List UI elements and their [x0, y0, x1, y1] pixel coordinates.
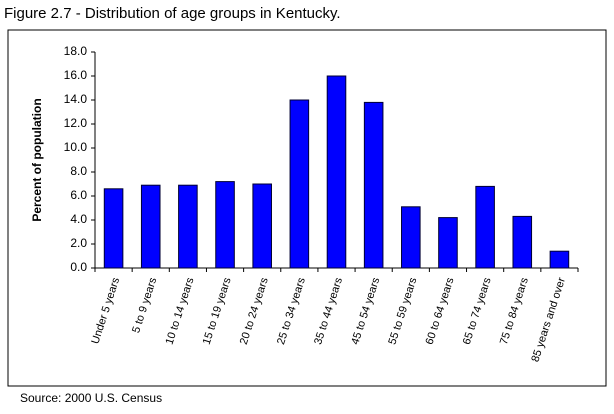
- bar: [438, 217, 458, 269]
- x-tick-label: Under 5 years: [89, 276, 122, 346]
- bar: [475, 185, 495, 269]
- x-tick-label: 25 to 34 years: [275, 276, 308, 346]
- x-tick-label: 20 to 24 years: [238, 276, 271, 346]
- bar: [326, 75, 347, 269]
- x-tick-label: 65 to 74 years: [461, 276, 494, 346]
- x-tick-label: 10 to 14 years: [164, 276, 197, 346]
- bar: [140, 184, 161, 269]
- y-tick-label: 0.0: [70, 260, 87, 274]
- bar: [215, 181, 235, 269]
- x-tick-label: 5 to 9 years: [130, 276, 159, 335]
- chart-title: Figure 2.7 - Distribution of age groups …: [4, 5, 341, 22]
- x-tick-label: 55 to 59 years: [386, 276, 419, 346]
- bar: [103, 188, 124, 269]
- y-axis-label: Percent of population: [30, 98, 44, 221]
- x-tick-label: 75 to 84 years: [498, 276, 531, 346]
- x-tick-label: 35 to 44 years: [312, 276, 345, 346]
- y-tick-label: 8.0: [70, 164, 87, 178]
- chart-border: [7, 29, 607, 387]
- y-tick-label: 16.0: [64, 68, 88, 82]
- bar: [363, 101, 384, 269]
- bar: [289, 99, 310, 269]
- bar: [512, 215, 533, 269]
- x-tick-label: 15 to 19 years: [201, 276, 234, 346]
- y-tick-label: 2.0: [70, 236, 87, 250]
- y-tick-label: 4.0: [70, 212, 87, 226]
- y-tick-label: 6.0: [70, 188, 87, 202]
- bar: [178, 184, 198, 269]
- bar: [401, 206, 421, 269]
- x-tick-label: 45 to 54 years: [349, 276, 382, 346]
- x-tick-label: 60 to 64 years: [424, 276, 457, 346]
- y-tick-label: 18.0: [64, 44, 88, 58]
- y-tick-label: 10.0: [64, 140, 88, 154]
- y-tick-label: 14.0: [64, 92, 88, 106]
- source-note: Source: 2000 U.S. Census: [20, 391, 162, 405]
- x-tick-label: 85 years and over: [529, 276, 568, 364]
- y-tick-label: 12.0: [64, 116, 88, 130]
- bar: [549, 250, 570, 269]
- bar: [252, 183, 272, 269]
